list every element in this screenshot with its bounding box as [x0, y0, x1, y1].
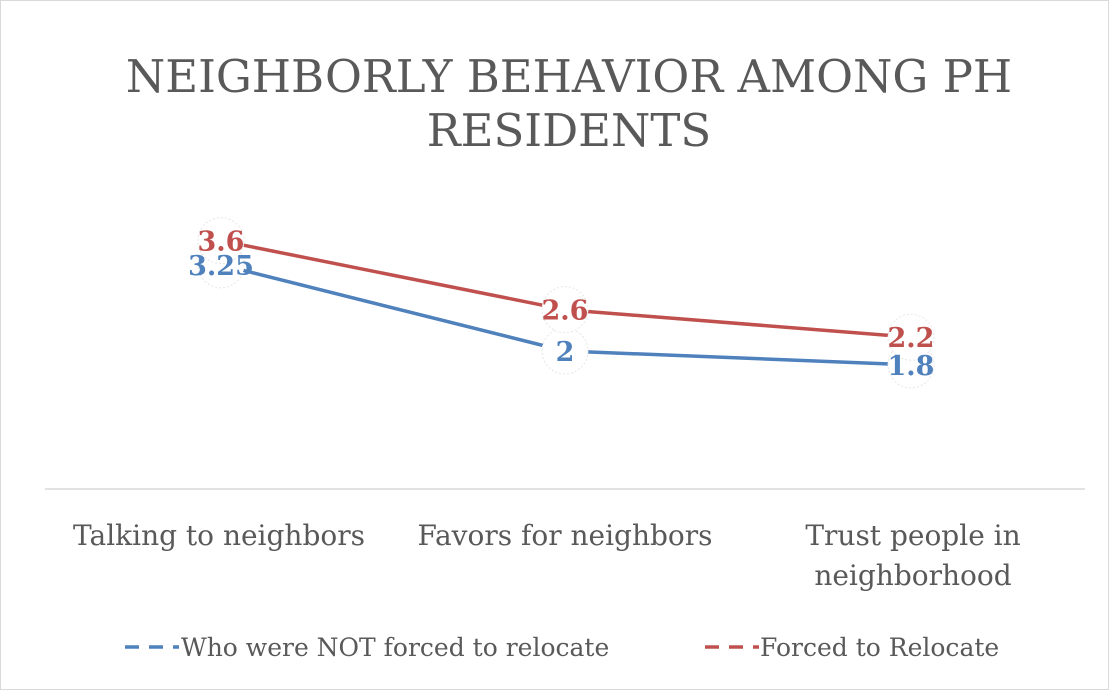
- category-label-2: Favors for neighbors: [417, 519, 712, 552]
- data-label-series-2-point-2: 2.6: [542, 296, 589, 327]
- data-label-bg: [197, 217, 245, 265]
- data-label-bg: [541, 327, 589, 375]
- data-label-series-2-point-3: 2.2: [888, 323, 935, 354]
- category-label-3: neighborhood: [814, 559, 1011, 592]
- legend-label-1: Who were NOT forced to relocate: [181, 633, 609, 662]
- data-label-series-1-point-1: 3.25: [188, 251, 254, 282]
- category-label-3: Trust people in: [805, 519, 1020, 552]
- category-labels: Talking to neighbors Favors for neighbors…: [73, 519, 1021, 592]
- category-label-1: Talking to neighbors: [73, 519, 365, 552]
- chart-title-line-2: RESIDENTS: [427, 104, 711, 157]
- data-label-series-2-point-1: 3.6: [198, 227, 245, 258]
- data-label-series-1-point-3: 1.8: [888, 351, 935, 382]
- data-label-series-1-point-2: 2: [556, 337, 575, 368]
- chart-title: NEIGHBORLY BEHAVIOR AMONG PH RESIDENTS: [126, 50, 1012, 157]
- legend: Who were NOT forced to relocate Forced to…: [125, 633, 999, 662]
- data-label-bg: [887, 313, 935, 361]
- data-label-bg: [541, 286, 589, 334]
- chart-title-line-1: NEIGHBORLY BEHAVIOR AMONG PH: [126, 50, 1012, 103]
- data-labels: 3.25 2 1.8 3.6 2.6 2.2: [188, 217, 935, 389]
- legend-label-2: Forced to Relocate: [760, 633, 999, 662]
